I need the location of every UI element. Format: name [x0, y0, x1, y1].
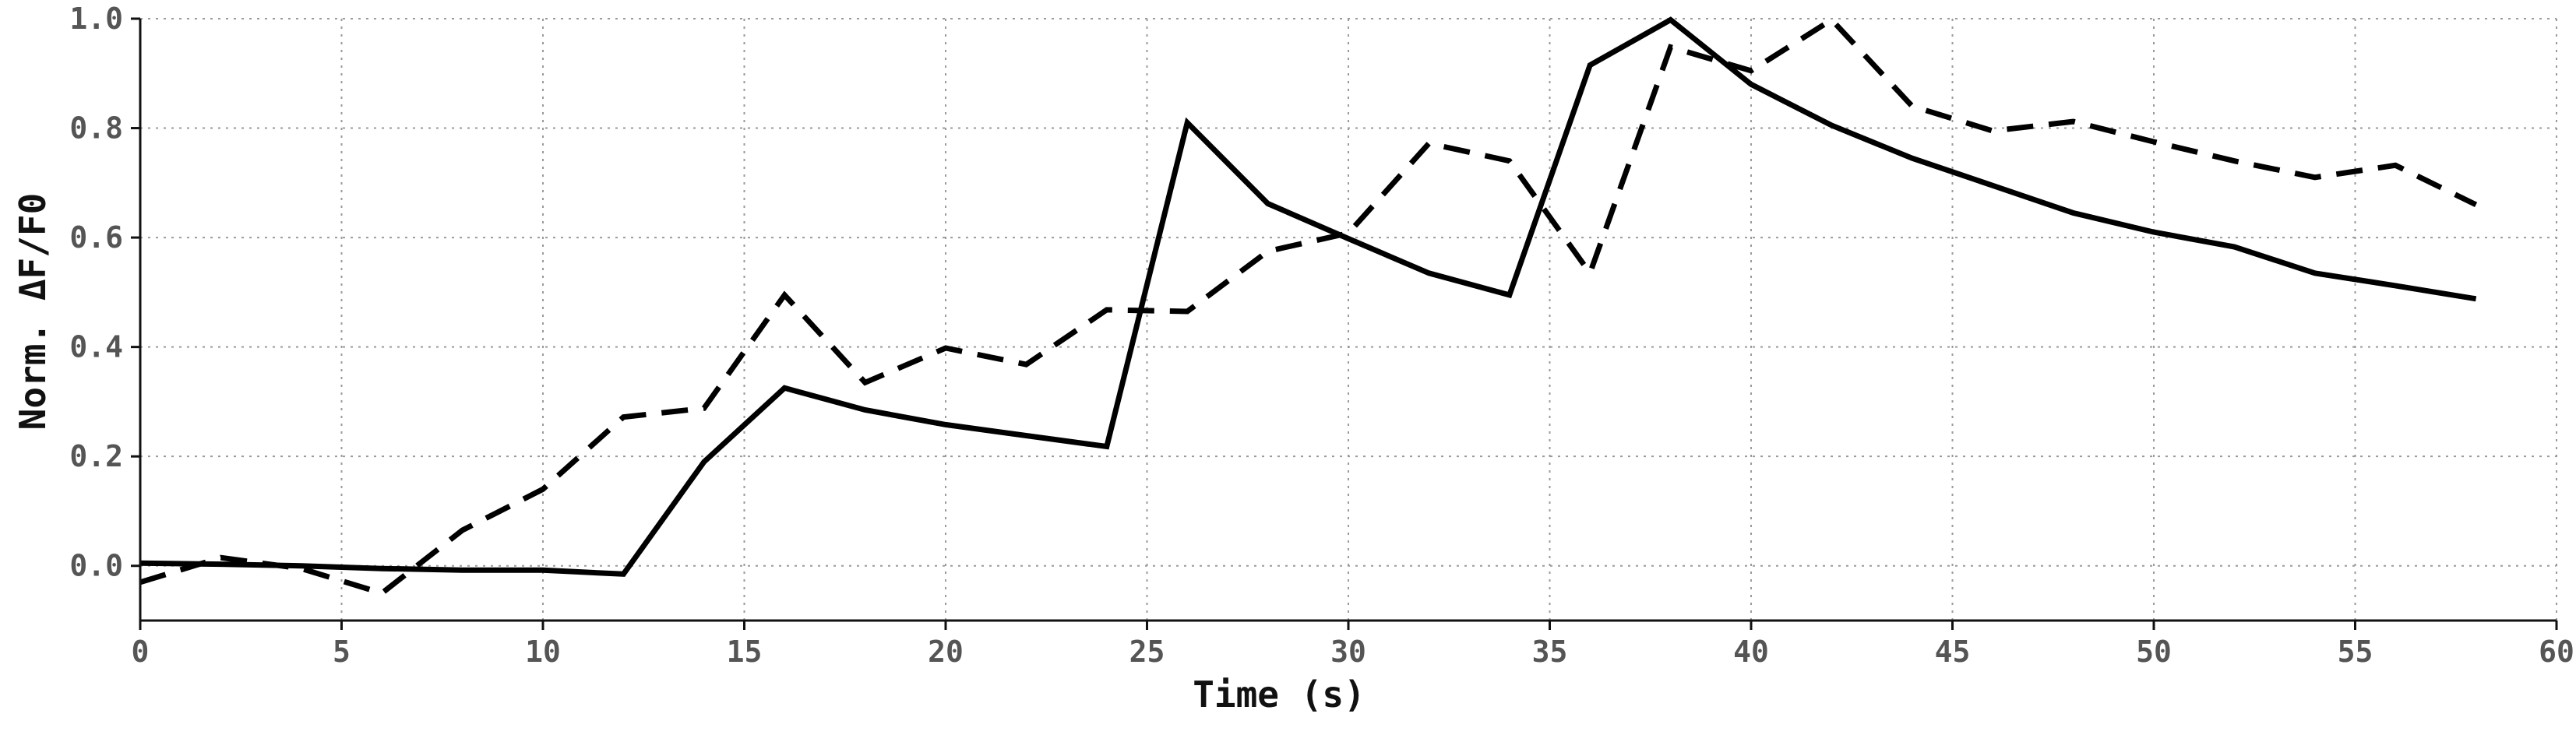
x-tick-label: 15 [727, 635, 763, 669]
y-tick-label: 0.0 [69, 549, 123, 583]
y-tick-label: 1.0 [69, 2, 123, 36]
x-tick-label: 50 [2136, 635, 2172, 669]
x-tick-label: 60 [2539, 635, 2574, 669]
x-tick-label: 45 [1935, 635, 1971, 669]
x-tick-label: 20 [928, 635, 964, 669]
axes [139, 19, 2557, 622]
y-tick-label: 0.8 [69, 111, 123, 146]
x-tick-label: 25 [1129, 635, 1165, 669]
x-tick-label: 55 [2338, 635, 2373, 669]
series-group [139, 16, 2478, 596]
y-axis-title: Norm. ΔF/F0 [12, 193, 54, 431]
x-tick-label: 40 [1733, 635, 1769, 669]
x-tick-label: 5 [333, 635, 351, 669]
x-tick-label: 35 [1532, 635, 1568, 669]
x-tick-label: 10 [525, 635, 561, 669]
y-tick-label: 0.6 [69, 220, 123, 255]
tick-group: 0 5 10 15 20 25 30 35 40 45 50 55 60 0.0 0.2 0.4 0.6 0.8 1… [69, 2, 2574, 669]
x-tick-label: 0 [132, 635, 150, 669]
x-tick-label: 30 [1330, 635, 1366, 669]
series-line-dashed [139, 16, 2478, 596]
grid [140, 18, 2557, 621]
series-line-solid [139, 16, 2477, 577]
x-axis-title: Time (s) [1193, 673, 1366, 716]
y-tick-label: 0.4 [69, 330, 123, 364]
y-tick-label: 0.2 [69, 439, 123, 473]
